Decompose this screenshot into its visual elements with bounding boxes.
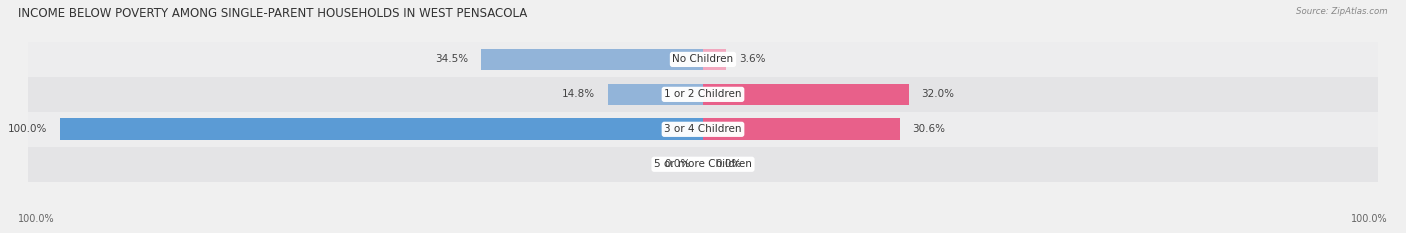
Bar [481,49,703,70]
Text: 34.5%: 34.5% [436,55,468,64]
Text: INCOME BELOW POVERTY AMONG SINGLE-PARENT HOUSEHOLDS IN WEST PENSACOLA: INCOME BELOW POVERTY AMONG SINGLE-PARENT… [18,7,527,20]
Bar [28,147,1378,182]
Text: 30.6%: 30.6% [912,124,945,134]
Bar [607,83,703,105]
Text: 3.6%: 3.6% [740,55,765,64]
Bar [703,49,725,70]
Bar [28,42,1378,77]
Text: No Children: No Children [672,55,734,64]
Text: 0.0%: 0.0% [664,159,690,169]
Text: 100.0%: 100.0% [8,124,48,134]
Bar [60,118,703,140]
Text: Source: ZipAtlas.com: Source: ZipAtlas.com [1296,7,1388,16]
Text: 5 or more Children: 5 or more Children [654,159,752,169]
Bar [28,112,1378,147]
Bar [703,118,900,140]
Text: 32.0%: 32.0% [921,89,955,99]
Text: 0.0%: 0.0% [716,159,742,169]
Text: 3 or 4 Children: 3 or 4 Children [664,124,742,134]
Bar [703,83,908,105]
Bar [28,77,1378,112]
Text: 100.0%: 100.0% [1351,214,1388,224]
Text: 100.0%: 100.0% [18,214,55,224]
Text: 14.8%: 14.8% [562,89,595,99]
Text: 1 or 2 Children: 1 or 2 Children [664,89,742,99]
